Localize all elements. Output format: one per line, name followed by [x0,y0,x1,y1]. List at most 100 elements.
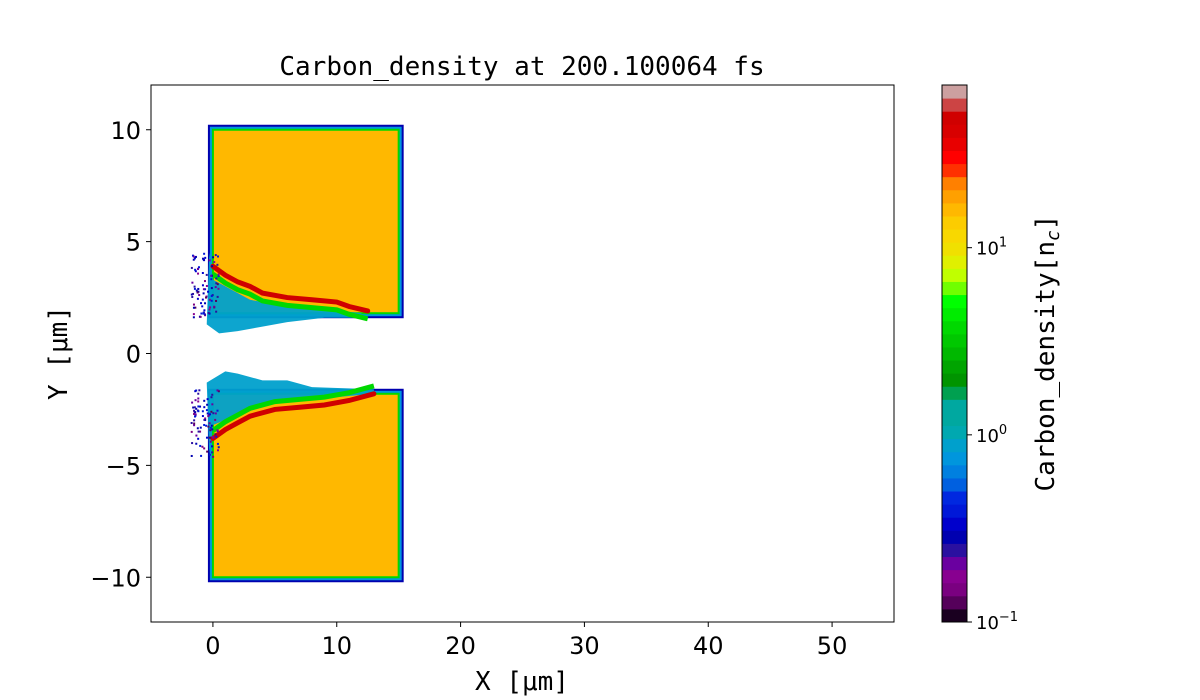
debris-pixel [203,447,206,450]
debris-pixel [201,257,204,260]
colorbar-segment [942,320,967,335]
colorbar-segment [942,242,967,256]
colorbar-segment [942,595,967,610]
debris-pixel [205,409,208,412]
debris-pixel [215,299,218,302]
debris-pixel [208,436,211,439]
debris-pixel [210,287,213,290]
debris-pixel [210,424,213,427]
debris-pixel [192,406,195,409]
debris-pixel [205,295,208,298]
debris-pixel [217,287,220,290]
debris-pixel [192,306,195,309]
debris-pixel [211,435,214,438]
debris-pixel [211,428,214,431]
debris-pixel [195,442,198,445]
colorbar-segment [942,189,967,204]
debris-pixel [194,268,197,271]
debris-pixel [190,266,193,269]
debris-pixel [210,274,213,277]
y-axis-label: Y [μm] [44,306,74,400]
colorbar-segment [942,464,967,479]
debris-pixel [203,252,206,255]
debris-pixel [204,288,207,291]
debris-pixel [199,430,202,433]
debris-pixel [209,440,212,443]
colorbar-ticks: 10−1 100 101 [967,236,1018,634]
y-axis: 10 5 0 −5 −10 [90,117,151,592]
colorbar-segment [942,176,967,191]
debris-pixel [208,453,211,456]
colorbar-frame [941,84,968,623]
debris-pixel [194,414,197,417]
debris-pixel [197,437,200,440]
debris-pixel [207,311,210,314]
debris-pixel [193,412,196,415]
debris-pixel [214,433,217,436]
colorbar-segment [942,215,967,230]
colorbar-segment [942,504,967,518]
debris-pixel [210,396,213,399]
debris-pixel [195,289,198,292]
debris-pixel [206,403,209,406]
debris-pixel [206,412,209,415]
debris-pixel [196,297,199,300]
debris-pixel [202,292,205,295]
debris-pixel [201,271,204,274]
debris-pixel [217,273,220,276]
debris-pixel [194,255,197,258]
debris-pixel [192,313,195,316]
debris-pixel [192,255,195,258]
colorbar-segment [942,150,967,165]
debris-pixel [200,302,203,305]
debris-pixel [213,261,216,264]
debris-pixel [213,305,216,308]
compressed-layer-lower [210,391,377,442]
green-layer-lower [211,383,375,433]
debris-pixel [202,312,205,315]
debris-pixel [199,444,202,447]
colorbar-tick-label: 100 [976,423,1007,447]
debris-pixel [193,257,196,260]
debris-pixel [211,451,214,454]
debris-pixel [217,390,220,393]
debris-pixel [201,305,204,308]
compressed-layer-upper [210,263,371,314]
debris-pixel [193,424,196,427]
debris-pixel [209,306,212,309]
debris-pixel [193,422,196,425]
debris-pixel [201,445,204,448]
colorbar-segment [942,491,967,505]
debris-pixel [212,256,215,259]
debris-pixel [203,418,206,421]
debris-pixel [192,303,195,306]
debris-pixel [192,258,195,261]
colorbar-segment [942,373,967,387]
debris-pixel [210,278,213,281]
debris-pixel [212,412,215,415]
debris-pixel [201,410,204,413]
x-axis-label: X [μm] [475,667,569,697]
debris-pixel [203,423,206,426]
debris-pixel [201,298,204,301]
colorbar-segment [942,569,967,584]
debris-pixel [205,424,208,427]
colorbar-segment [942,451,967,466]
debris-pixel [199,405,202,408]
debris-pixel [203,280,206,283]
colorbar-segment [942,111,967,125]
debris-pixel [200,454,203,457]
ablation-plume-lower [206,371,374,455]
chart-title: Carbon_density at 200.100064 fs [279,52,764,82]
debris-pixel [215,282,218,285]
debris-pixel [195,434,198,437]
colorbar-segment [942,268,967,282]
debris-pixel [190,293,193,296]
debris-pixel [196,291,199,294]
debris-pixel [193,409,196,412]
debris-pixel [197,400,200,403]
debris-pixel [210,410,213,413]
colorbar-segment [942,399,967,413]
colorbar-segment [942,281,967,296]
debris-pixel [197,287,200,290]
